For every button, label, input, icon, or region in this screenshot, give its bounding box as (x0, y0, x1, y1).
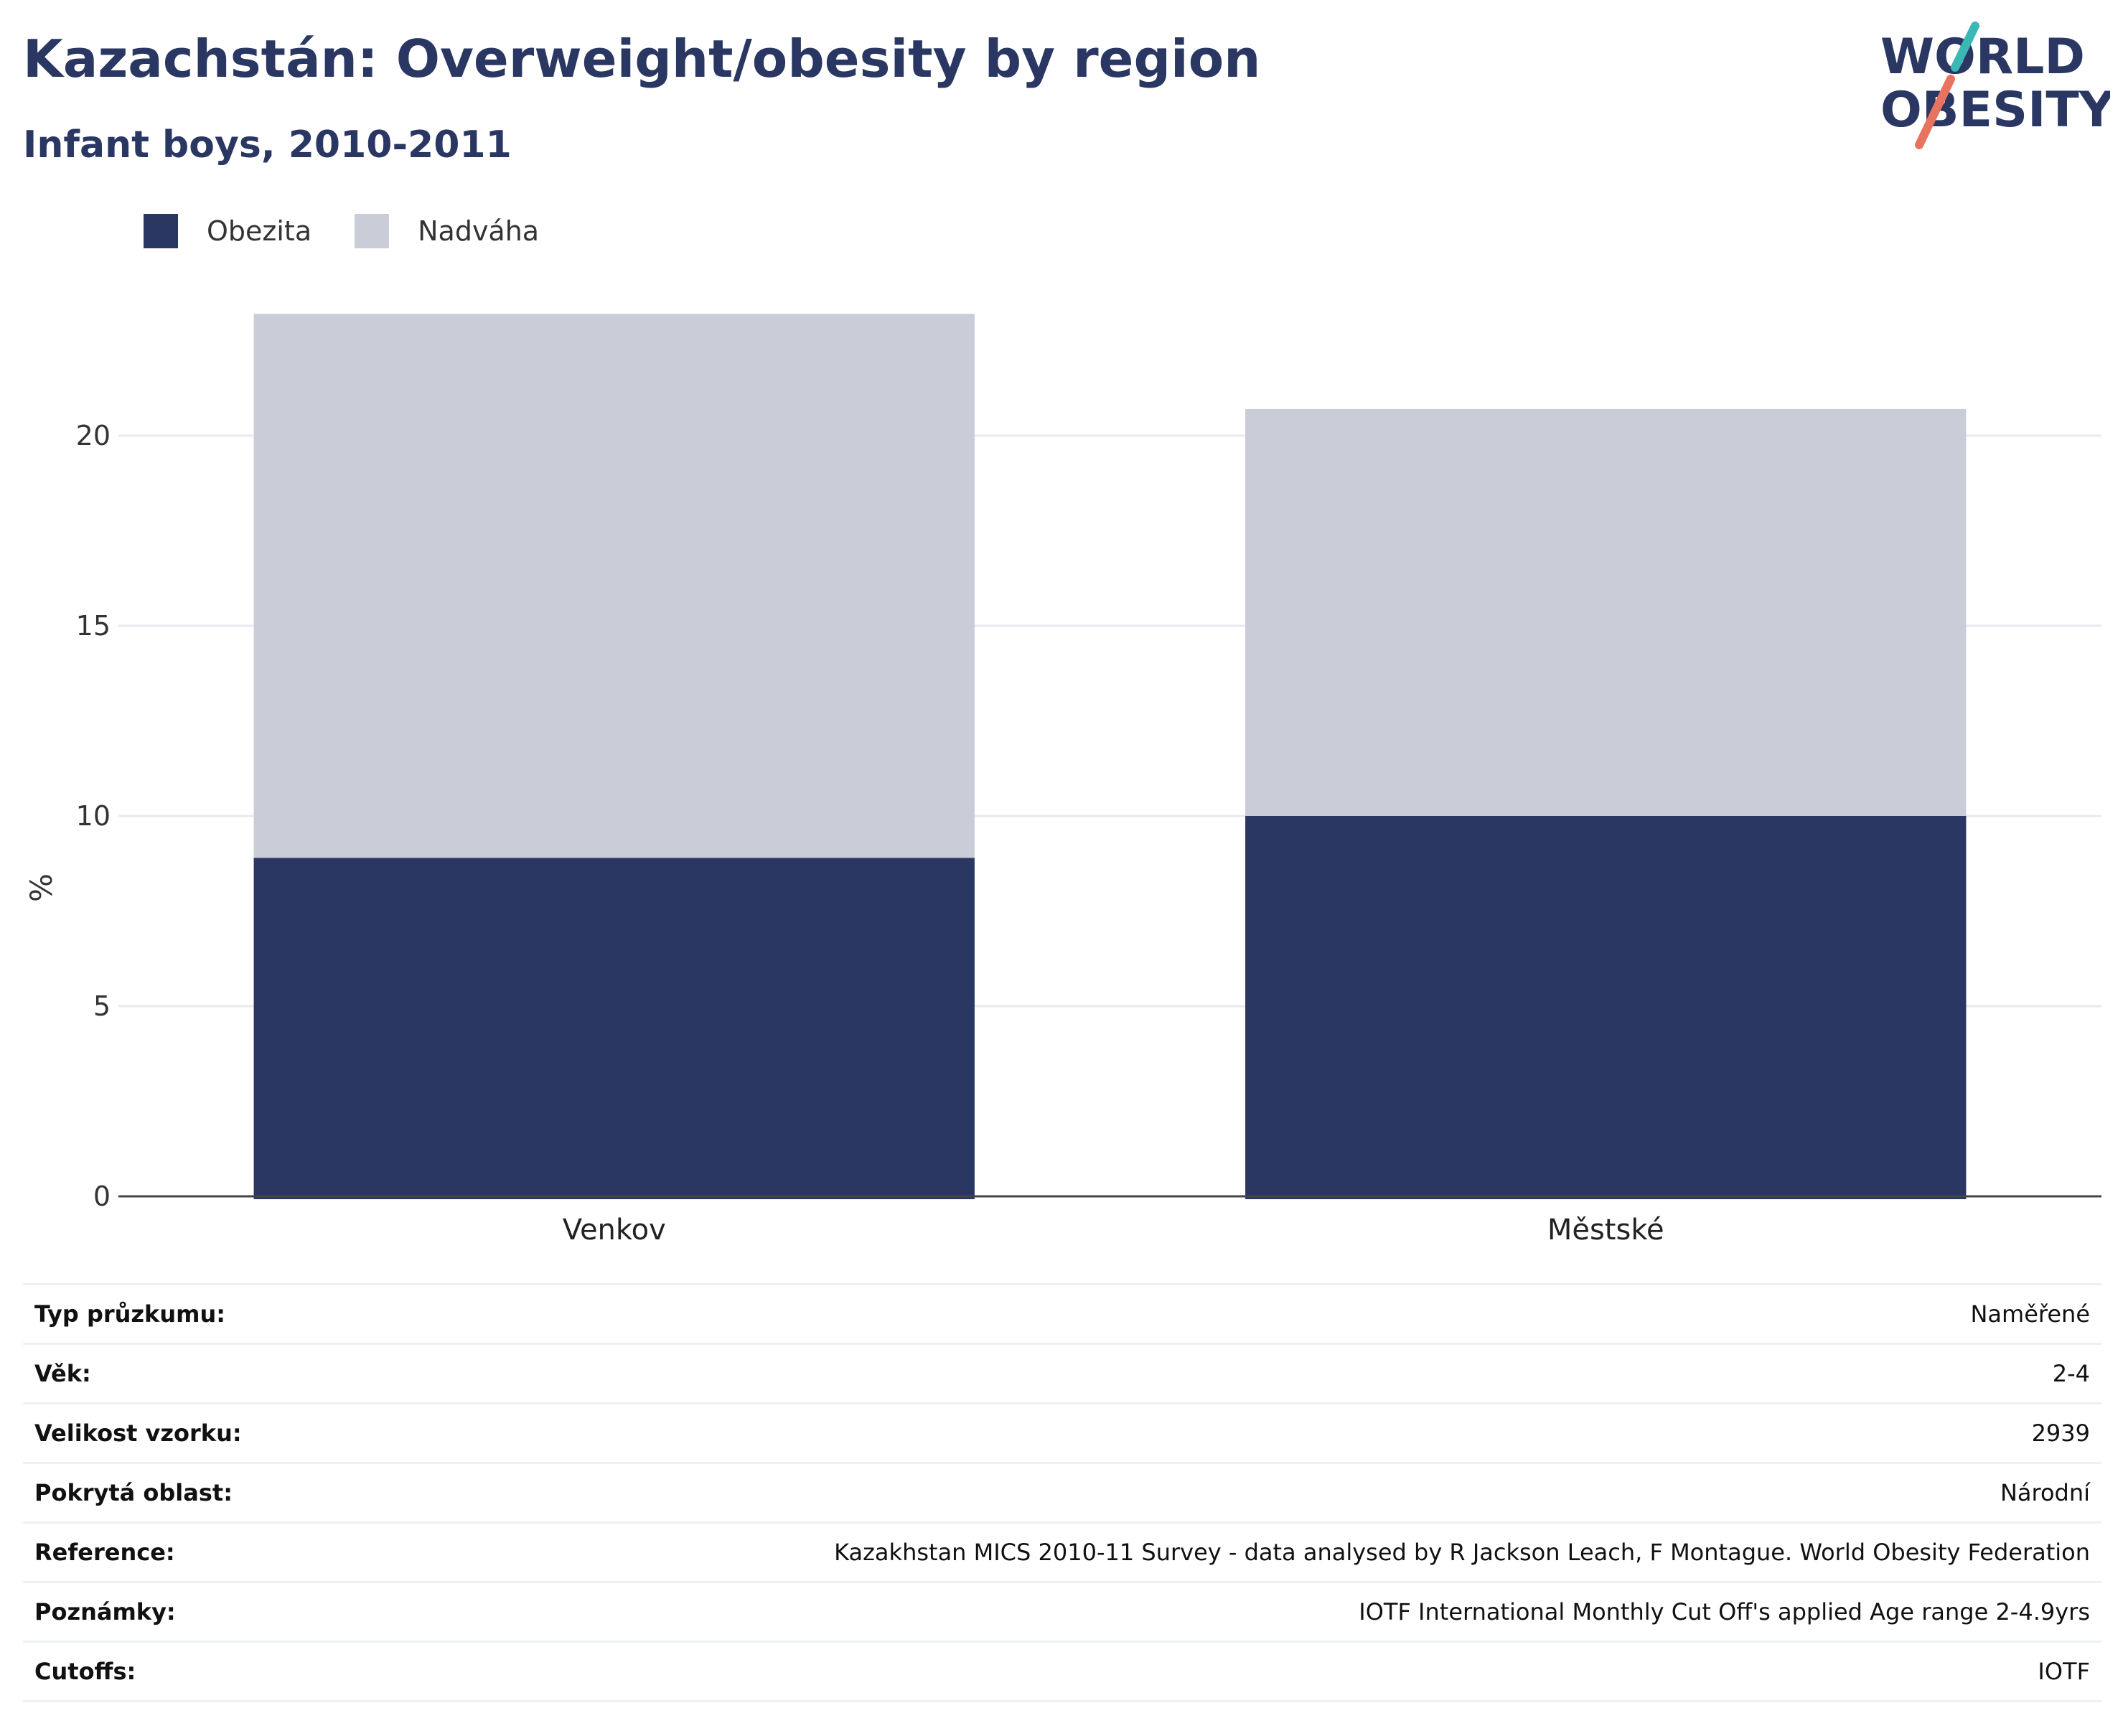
x-tick-label: Venkov (563, 1214, 666, 1247)
y-tick-label: 5 (93, 990, 111, 1022)
bar-nadvaha (1245, 408, 1967, 816)
info-row: Typ průzkumu: Naměřené (23, 1283, 2101, 1344)
legend-label-nadvaha: Nadváha (418, 215, 540, 247)
legend-label-obezita: Obezita (207, 215, 312, 247)
survey-info-table: Typ průzkumu: Naměřené Věk: 2-4 Velikost… (23, 1283, 2101, 1702)
bar-nadvaha (253, 314, 975, 858)
info-value: IOTF International Monthly Cut Off's app… (339, 1581, 2101, 1642)
info-key: Reference: (23, 1521, 340, 1582)
logo-slash-coral (1915, 75, 1955, 149)
info-key: Věk: (23, 1343, 340, 1404)
stacked-bar-chart: 0 5 10 15 20% Venkov Městské (24, 314, 2101, 1247)
info-value: Kazakhstan MICS 2010-11 Survey - data an… (339, 1521, 2101, 1582)
legend-swatch-obezita (144, 214, 178, 248)
logo-word-obesity: OBESITY (1880, 82, 2110, 139)
y-axis-label: % (24, 873, 59, 902)
y-tick-label: 0 (93, 1181, 111, 1212)
info-key: Poznámky: (23, 1581, 340, 1642)
y-tick-label: 20 (76, 420, 111, 451)
y-tick-label: 10 (76, 800, 111, 832)
y-tick-label: 15 (76, 610, 111, 642)
info-key: Velikost vzorku: (23, 1402, 340, 1463)
chart-legend: Obezita Nadváha (144, 214, 582, 248)
info-row: Velikost vzorku: 2939 (23, 1402, 2101, 1463)
info-value: Naměřené (339, 1283, 2101, 1344)
world-obesity-logo: WORLD OBESITY (1880, 22, 2110, 149)
info-value: Národní (339, 1462, 2101, 1523)
info-row: Cutoffs: IOTF (23, 1641, 2101, 1702)
info-value: 2939 (339, 1402, 2101, 1463)
bar-obezita (1245, 816, 1967, 1199)
logo-word-world: WORLD (1880, 29, 2085, 85)
x-tick-label: Městské (1547, 1214, 1664, 1247)
info-row: Poznámky: IOTF International Monthly Cut… (23, 1581, 2101, 1642)
info-row: Reference: Kazakhstan MICS 2010-11 Surve… (23, 1521, 2101, 1582)
chart-title: Kazachstán: Overweight/obesity by region (23, 29, 1261, 89)
info-key: Pokrytá oblast: (23, 1462, 340, 1523)
info-row: Věk: 2-4 (23, 1343, 2101, 1404)
info-key: Cutoffs: (23, 1641, 340, 1702)
legend-swatch-nadvaha (355, 214, 390, 248)
info-key: Typ průzkumu: (23, 1283, 340, 1344)
info-row: Pokrytá oblast: Národní (23, 1462, 2101, 1523)
legend-item-nadvaha[interactable]: Nadváha (355, 214, 539, 248)
chart-subtitle: Infant boys, 2010-2011 (23, 123, 512, 166)
legend-item-obezita[interactable]: Obezita (144, 214, 311, 248)
info-value: 2-4 (339, 1343, 2101, 1404)
bar-obezita (253, 858, 975, 1199)
info-value: IOTF (339, 1641, 2101, 1702)
logo-slash-teal (1951, 22, 1979, 72)
